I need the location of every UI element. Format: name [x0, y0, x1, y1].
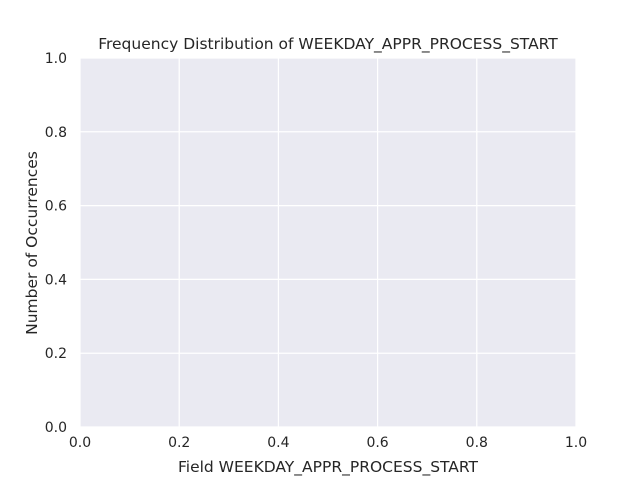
x-tick-label: 0.6: [366, 435, 388, 451]
y-tick-label: 0.8: [45, 125, 67, 141]
plot-area: [80, 58, 576, 427]
x-tick-label: 0.8: [466, 435, 488, 451]
x-tick-label: 0.0: [69, 435, 91, 451]
x-tick-label: 0.2: [168, 435, 190, 451]
y-tick-label: 0.2: [45, 346, 67, 362]
y-axis-label: Number of Occurrences: [23, 151, 41, 335]
y-tick-label: 0.0: [45, 420, 67, 436]
x-tick-label: 1.0: [565, 435, 587, 451]
y-tick-label: 0.4: [45, 272, 67, 288]
x-tick-label: 0.4: [267, 435, 289, 451]
x-axis-label: Field WEEKDAY_APPR_PROCESS_START: [178, 458, 479, 477]
x-tick-labels: 0.0 0.2 0.4 0.6 0.8 1.0: [69, 435, 587, 451]
y-tick-labels: 0.0 0.2 0.4 0.6 0.8 1.0: [45, 51, 67, 436]
y-tick-label: 1.0: [45, 51, 67, 67]
y-tick-label: 0.6: [45, 199, 67, 215]
x-gridlines: [79, 58, 577, 427]
chart-title: Frequency Distribution of WEEKDAY_APPR_P…: [98, 35, 558, 54]
y-gridlines: [80, 57, 576, 428]
